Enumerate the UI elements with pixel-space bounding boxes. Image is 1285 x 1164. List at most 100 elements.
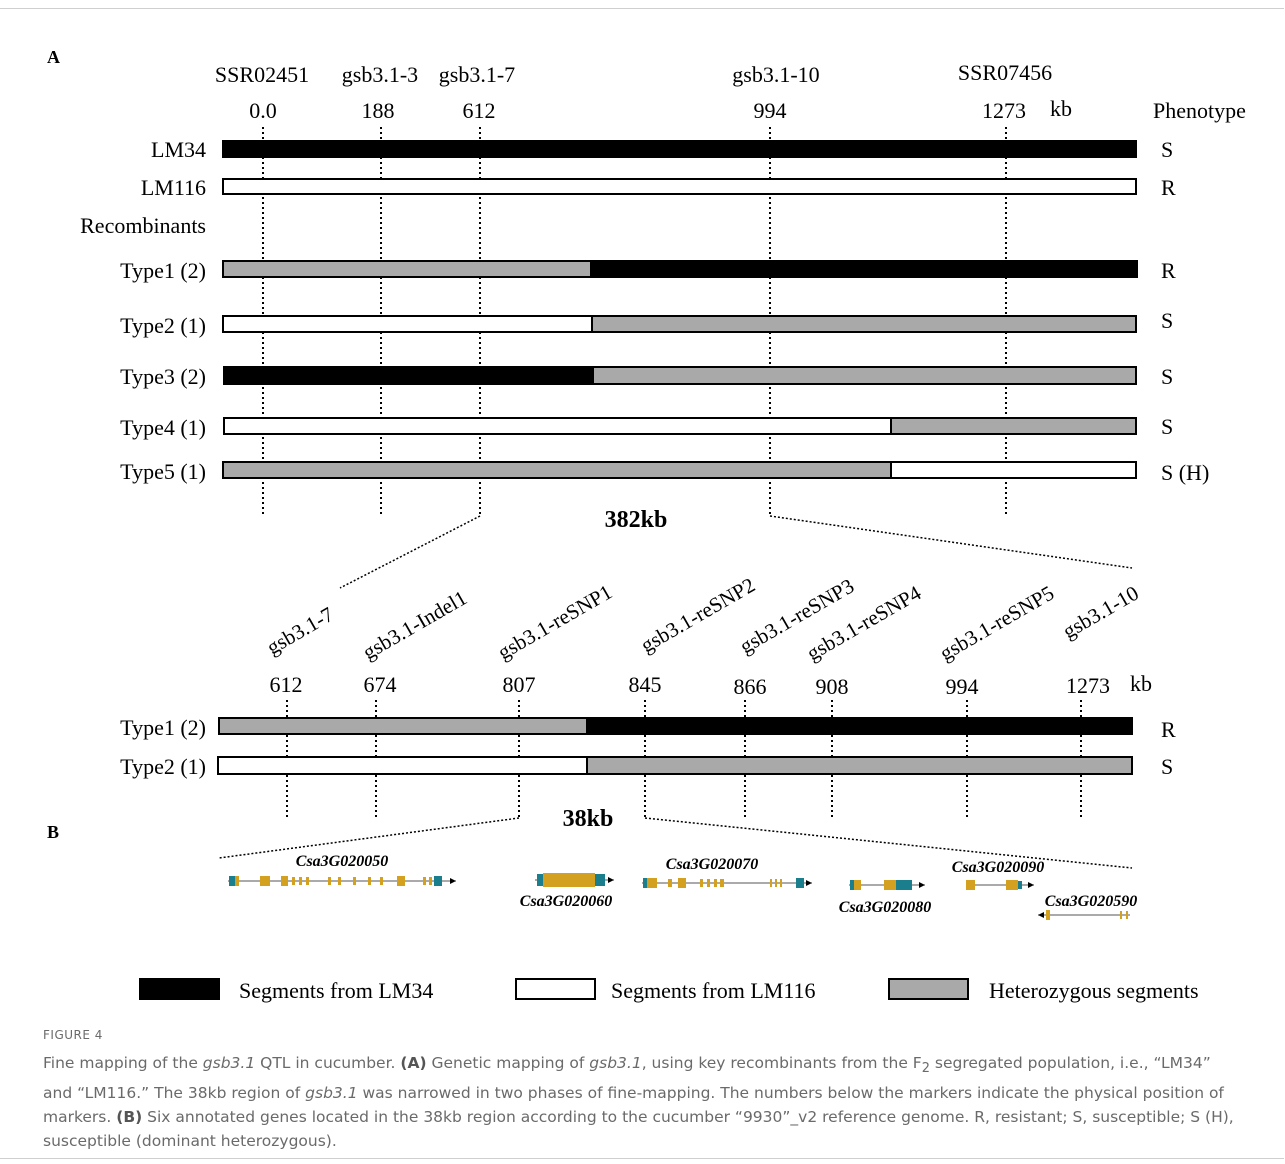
bottom-marker-pos: 845 — [629, 672, 662, 697]
gene-csa3g020050: Csa3G020050 — [228, 853, 456, 886]
top-marker-positions: 0.0 188 612 994 1273 — [249, 98, 1026, 123]
legend-label-heterozygous: Heterozygous segments — [989, 978, 1199, 1003]
bottom-marker-names: gsb3.1-7 gsb3.1-Indel1 gsb3.1-reSNP1 gsb… — [263, 573, 1143, 666]
exon-block — [668, 879, 672, 887]
phenotype-type1: R — [1161, 258, 1176, 283]
legend: Segments from LM34 Segments from LM116 H… — [139, 978, 1199, 1003]
exon-block — [1046, 910, 1050, 920]
top-marker-name: SSR02451 — [215, 62, 309, 87]
bottom-phenotype-type2: S — [1161, 754, 1173, 779]
strand-arrow — [608, 877, 614, 883]
top-marker-name: SSR07456 — [958, 60, 1052, 85]
phenotype-type5: S (H) — [1161, 460, 1209, 485]
utr-block — [537, 874, 543, 886]
utr-block — [1018, 881, 1022, 889]
caption-part: Genetic mapping of — [426, 1054, 590, 1072]
exon-block — [397, 876, 405, 886]
utr-block — [434, 876, 442, 886]
caption-text: Fine mapping of the gsb3.1 QTL in cucumb… — [43, 1051, 1243, 1153]
bottom-marker-pos: 807 — [503, 672, 536, 697]
zoom-lines-bottom — [218, 817, 1133, 869]
figure-number: FIGURE 4 — [43, 1028, 103, 1042]
exon-block — [1006, 880, 1018, 890]
exon-block — [380, 877, 383, 885]
top-row-labels: LM34 LM116 Recombinants Type1 (2) Type2 … — [80, 137, 206, 484]
caption-subscript: 2 — [921, 1061, 930, 1077]
bottom-marker-pos: 612 — [270, 672, 303, 697]
exon-block — [647, 878, 657, 888]
caption-gene: gsb3.1 — [305, 1084, 358, 1103]
exon-block — [775, 879, 777, 887]
caption-part: , using key recombinants from the F — [641, 1054, 922, 1072]
gene-label: Csa3G020070 — [666, 856, 758, 873]
gene-csa3g020090: Csa3G020090 — [952, 859, 1044, 890]
gene-label: Csa3G020060 — [520, 893, 612, 910]
row-label-type1: Type1 (2) — [120, 258, 206, 283]
exon-block — [299, 877, 302, 885]
bottom-marker-name: gsb3.1-7 — [263, 602, 338, 659]
bottom-bar-type2-heterozygous — [586, 756, 1133, 775]
bar-type5-heterozygous — [222, 461, 892, 479]
exon-block — [884, 880, 896, 890]
utr-block — [229, 876, 235, 886]
zoom-lines-top — [339, 515, 1133, 589]
gene-label: Csa3G020590 — [1045, 893, 1137, 910]
exon-block — [292, 877, 295, 885]
recombinants-label: Recombinants — [80, 213, 206, 238]
exon-block — [543, 873, 595, 887]
phenotype-type2: S — [1161, 308, 1173, 333]
bottom-marker-pos: 674 — [364, 672, 397, 697]
bottom-bar-type1-lm34 — [586, 717, 1133, 735]
bottom-phenotype-type1: R — [1161, 717, 1176, 742]
bar-lm116 — [222, 178, 1137, 195]
zoom-line-left — [339, 515, 481, 589]
bar-type3-heterozygous — [592, 366, 1137, 385]
bottom-marker-pos: 866 — [734, 674, 767, 699]
row-label-type4: Type4 (1) — [120, 415, 206, 440]
panel-a-label: A — [47, 47, 60, 67]
bottom-marker-pos: 994 — [946, 674, 979, 699]
figure-frame — [0, 8, 1284, 1159]
bottom-marker-pos: 1273 — [1066, 673, 1110, 698]
panel-b-label: B — [47, 822, 59, 842]
top-marker-name: gsb3.1-10 — [732, 62, 819, 87]
bottom-marker-positions: 612 674 807 845 866 908 994 1273 — [270, 672, 1111, 699]
zoom-line-right — [644, 817, 1133, 869]
zoom-line-left — [218, 817, 520, 859]
bottom-row-label-type2: Type2 (1) — [120, 754, 206, 779]
gene-csa3g020060: Csa3G020060 — [520, 873, 614, 910]
utr-block — [850, 880, 854, 890]
exon-block — [235, 876, 239, 886]
row-label-type2: Type2 (1) — [120, 313, 206, 338]
caption-part: Fine mapping of the — [43, 1054, 203, 1072]
bottom-bar-type1-heterozygous — [218, 717, 588, 735]
strand-arrow — [806, 880, 812, 886]
utr-block — [595, 874, 605, 886]
bottom-marker-name: gsb3.1-reSNP5 — [936, 581, 1059, 666]
top-marker-names: SSR02451 gsb3.1-3 gsb3.1-7 gsb3.1-10 SSR… — [215, 60, 1052, 87]
exon-block — [368, 877, 371, 885]
top-row-bars — [222, 140, 1138, 479]
utr-block — [896, 880, 912, 890]
bottom-row-phenotypes: R S — [1161, 717, 1176, 779]
exon-block — [338, 877, 341, 885]
bottom-row-label-type1: Type1 (2) — [120, 715, 206, 740]
phenotype-lm34: S — [1161, 137, 1173, 162]
bar-type5-lm116 — [890, 461, 1137, 479]
legend-swatch-lm116 — [515, 978, 596, 1000]
row-label-lm116: LM116 — [141, 175, 206, 200]
region-size-top: 382kb — [605, 507, 668, 533]
top-marker-pos: 0.0 — [249, 98, 277, 123]
caption-gene: gsb3.1 — [589, 1054, 642, 1072]
top-marker-pos: 994 — [754, 98, 787, 123]
phenotype-type3: S — [1161, 364, 1173, 389]
caption-part: QTL in cucumber. — [255, 1054, 401, 1072]
bottom-marker-name: gsb3.1-reSNP1 — [494, 580, 617, 665]
top-marker-pos: 612 — [463, 98, 496, 123]
zoom-line-right — [769, 515, 1133, 569]
exon-block — [966, 880, 975, 890]
strand-arrow — [1028, 882, 1034, 888]
gene-csa3g020080: Csa3G020080 — [839, 880, 931, 916]
caption-part: was narrowed in two phases of fine-mappi… — [43, 1084, 1224, 1127]
